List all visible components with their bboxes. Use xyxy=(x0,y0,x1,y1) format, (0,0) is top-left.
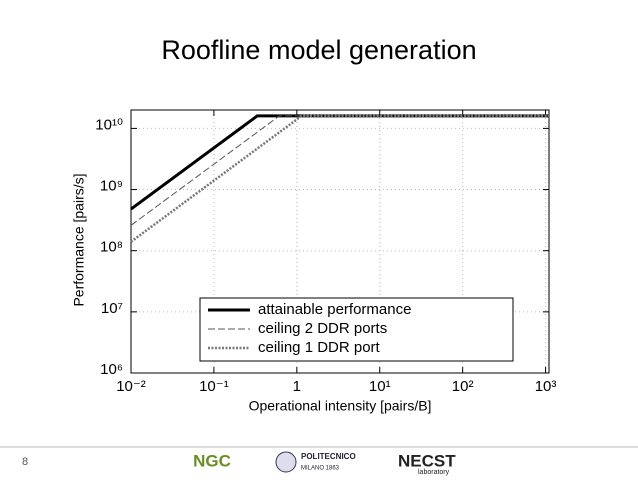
logo-necst-sub: laboratory xyxy=(418,469,450,476)
y-axis-label: Performance [pairs/s] xyxy=(71,173,87,306)
logo-polimi: POLITECNICO xyxy=(301,452,356,461)
plot: 10⁻² 10⁻¹ 1 10¹ 10² 10³ 10⁶ 10⁷ 10⁸ 10⁹ 10¹⁰ attain… xyxy=(95,109,557,395)
x-tick-label: 10⁻¹ xyxy=(199,378,229,395)
y-tick-label: 10⁶ xyxy=(100,361,123,378)
y-tick-label: 10⁷ xyxy=(101,300,123,317)
legend-label: attainable performance xyxy=(258,301,411,318)
x-tick-label: 10³ xyxy=(535,378,557,395)
legend-label: ceiling 2 DDR ports xyxy=(258,320,387,337)
logo-necst: NECST xyxy=(398,451,456,470)
x-tick-label: 10¹ xyxy=(369,378,391,395)
series-line xyxy=(130,115,549,226)
y-tick-label: 10⁸ xyxy=(100,239,123,256)
slide-title: Roofline model generation xyxy=(161,35,476,65)
series-line xyxy=(130,114,549,243)
x-tick-label: 10⁻² xyxy=(116,378,146,395)
y-tick-label: 10¹⁰ xyxy=(95,116,123,133)
y-tick-label: 10⁹ xyxy=(100,178,123,195)
x-tick-label: 1 xyxy=(293,378,301,395)
x-axis-label: Operational intensity [pairs/B] xyxy=(249,398,432,414)
x-tick-label: 10² xyxy=(452,378,474,395)
logo-ngc: NGC xyxy=(193,451,231,470)
legend-box xyxy=(199,297,514,362)
logo-seal xyxy=(275,451,297,473)
logo-polimi-sub: MILANO 1863 xyxy=(301,466,340,472)
legend-label: ceiling 1 DDR port xyxy=(258,339,381,356)
page-number: 8 xyxy=(22,456,28,468)
